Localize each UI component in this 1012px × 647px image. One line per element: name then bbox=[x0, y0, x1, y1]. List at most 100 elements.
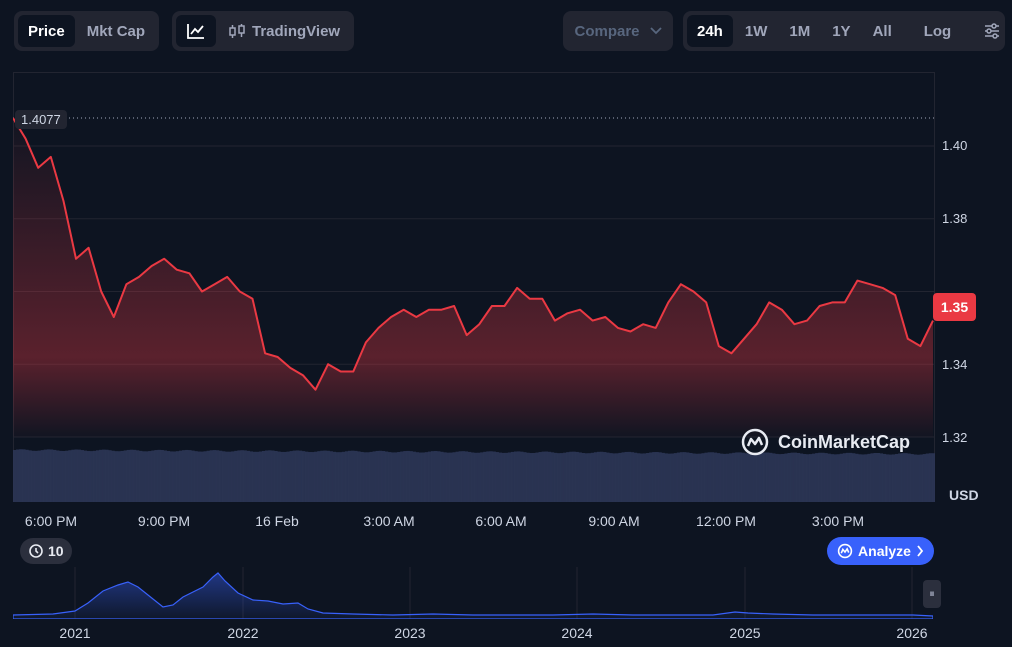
volume-bar bbox=[928, 453, 933, 502]
volume-bar bbox=[560, 453, 564, 502]
volume-bar bbox=[206, 450, 210, 502]
volume-bar bbox=[852, 453, 856, 502]
volume-bar bbox=[627, 451, 632, 502]
volume-bar bbox=[750, 453, 754, 502]
log-scale-toggle[interactable]: Log bbox=[923, 22, 952, 40]
volume-bar bbox=[434, 451, 438, 502]
x-tick-label: 6:00 PM bbox=[24, 513, 78, 529]
volume-bar bbox=[695, 453, 699, 502]
settings-button[interactable] bbox=[973, 15, 1011, 47]
volume-bar bbox=[636, 453, 641, 502]
range-1w[interactable]: 1W bbox=[744, 22, 768, 40]
volume-bar bbox=[338, 452, 343, 502]
volume-bar bbox=[729, 453, 733, 502]
tab-mkt-cap[interactable]: Mkt Cap bbox=[86, 22, 146, 40]
volume-bar bbox=[449, 452, 453, 502]
compare-dropdown[interactable]: Compare bbox=[563, 11, 673, 51]
tab-price[interactable]: Price bbox=[18, 15, 75, 47]
volume-bar bbox=[34, 450, 38, 502]
volume-bar bbox=[19, 449, 23, 502]
volume-bar bbox=[655, 452, 659, 502]
year-tick-label: 2025 bbox=[729, 625, 761, 641]
volume-bar bbox=[624, 451, 628, 502]
volume-bar bbox=[590, 452, 595, 502]
volume-bar bbox=[381, 451, 386, 502]
volume-bar bbox=[412, 451, 416, 502]
volume-bar bbox=[89, 451, 94, 502]
volume-bar bbox=[772, 453, 776, 502]
sliders-icon bbox=[985, 23, 1000, 39]
volume-bar bbox=[600, 451, 604, 502]
range-all[interactable]: All bbox=[872, 22, 892, 40]
volume-bar bbox=[873, 452, 877, 502]
volume-bar bbox=[286, 451, 290, 502]
volume-bar bbox=[692, 453, 696, 502]
volume-bar bbox=[415, 452, 419, 502]
navigator-drag-handle[interactable]: ⏸ bbox=[923, 580, 941, 608]
x-tick-label: 12:00 PM bbox=[696, 513, 756, 529]
history-navigator[interactable] bbox=[13, 567, 933, 619]
volume-bar bbox=[77, 449, 81, 502]
volume-bar bbox=[762, 452, 767, 502]
volume-bar bbox=[550, 452, 555, 502]
volume-bar bbox=[781, 453, 785, 502]
tradingview-button[interactable]: TradingView bbox=[218, 15, 350, 47]
volume-bar bbox=[83, 450, 88, 502]
volume-bar bbox=[200, 451, 204, 502]
volume-bar bbox=[842, 453, 847, 502]
volume-bar bbox=[667, 453, 671, 502]
volume-bar bbox=[363, 452, 367, 502]
line-chart-button[interactable] bbox=[176, 15, 216, 47]
volume-bar bbox=[237, 450, 241, 502]
volume-bar bbox=[652, 452, 656, 502]
volume-bar bbox=[520, 451, 524, 502]
volume-bar bbox=[427, 451, 432, 502]
history-count: 10 bbox=[48, 543, 64, 559]
range-24h[interactable]: 24h bbox=[687, 15, 733, 47]
history-icon bbox=[29, 544, 43, 558]
range-1y[interactable]: 1Y bbox=[832, 22, 851, 40]
volume-bar bbox=[360, 451, 364, 502]
volume-bar bbox=[732, 452, 736, 502]
volume-bar bbox=[99, 449, 103, 502]
volume-bar bbox=[271, 450, 275, 502]
volume-bar bbox=[483, 451, 487, 502]
volume-bar bbox=[517, 451, 521, 502]
volume-bar bbox=[689, 452, 693, 502]
compare-label: Compare bbox=[574, 22, 640, 40]
volume-bar bbox=[612, 453, 616, 502]
volume-bar bbox=[793, 452, 797, 502]
volume-bar bbox=[584, 453, 589, 502]
price-chart[interactable] bbox=[13, 72, 935, 502]
volume-bar bbox=[845, 452, 850, 502]
volume-bar bbox=[145, 451, 149, 502]
volume-bar bbox=[71, 449, 75, 502]
volume-bar bbox=[615, 453, 619, 502]
volume-bar bbox=[354, 450, 358, 502]
volume-bar bbox=[618, 452, 622, 502]
volume-bar bbox=[812, 453, 816, 502]
range-1m[interactable]: 1M bbox=[789, 22, 811, 40]
volume-bar bbox=[357, 451, 361, 502]
volume-bar bbox=[154, 450, 158, 502]
volume-bar bbox=[40, 450, 45, 502]
current-price-label: 1.35 bbox=[933, 293, 976, 321]
volume-bar bbox=[855, 453, 859, 502]
volume-bar bbox=[132, 449, 137, 502]
watermark-text: CoinMarketCap bbox=[778, 431, 911, 452]
volume-bar bbox=[163, 450, 167, 502]
volume-bar bbox=[489, 451, 493, 502]
volume-bar bbox=[593, 452, 598, 502]
volume-bar bbox=[805, 454, 810, 502]
volume-bar bbox=[209, 450, 214, 502]
volume-bar bbox=[185, 449, 189, 502]
tradingview-label: TradingView bbox=[252, 22, 341, 40]
volume-bar bbox=[676, 452, 681, 502]
candlestick-icon bbox=[229, 24, 245, 38]
volume-bar bbox=[37, 450, 41, 502]
volume-bar bbox=[891, 454, 896, 502]
history-button[interactable]: 10 bbox=[20, 538, 72, 564]
analyze-button[interactable]: Analyze bbox=[827, 537, 934, 565]
volume-bar bbox=[682, 452, 687, 502]
volume-bar bbox=[919, 454, 924, 502]
